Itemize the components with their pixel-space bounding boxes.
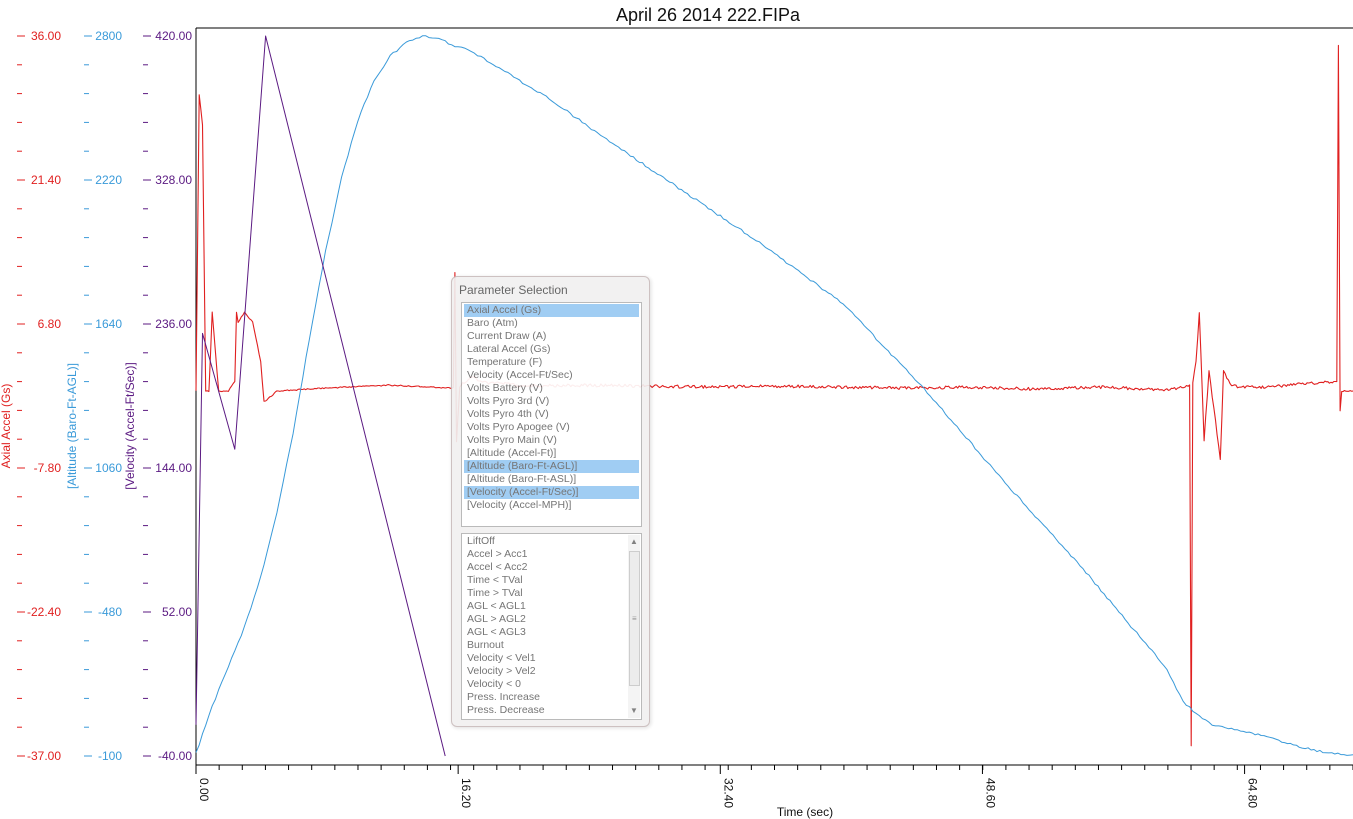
x-axis-label: Time (sec)	[777, 805, 833, 819]
parameter-list-item[interactable]: Current Draw (A)	[467, 330, 547, 342]
parameter-list-item[interactable]: Velocity (Accel-Ft/Sec)	[467, 369, 573, 381]
y-tick-label: -100	[98, 749, 122, 763]
event-list-item[interactable]: AGL < AGL3	[467, 626, 526, 638]
event-list-item[interactable]: Press. Decrease	[467, 704, 545, 716]
event-listbox[interactable]: LiftOff Accel > Acc1 Accel < Acc2 Time < TV…	[461, 533, 642, 720]
parameter-list-item[interactable]: Baro (Atm)	[467, 317, 518, 329]
parameter-list-item[interactable]: Volts Battery (V)	[467, 382, 543, 394]
parameter-listbox[interactable]: Axial Accel (Gs) Baro (Atm) Current Draw (…	[461, 302, 642, 527]
grip-icon: ≡	[632, 614, 637, 623]
y-axis-title: [Velocity (Accel-Ft/Sec)]	[123, 362, 137, 489]
series-line-altitude	[195, 35, 1353, 756]
x-tick-label: 64.80	[1246, 778, 1260, 808]
parameter-list-item[interactable]: [Altitude (Baro-Ft-ASL)]	[467, 473, 577, 485]
event-list-item[interactable]: Accel < Acc2	[467, 561, 528, 573]
y-tick-label: -7.80	[34, 461, 62, 475]
y-axis-title: Axial Accel (Gs)	[0, 384, 13, 469]
event-list-item[interactable]: Velocity > Vel2	[467, 665, 536, 677]
parameter-list-item[interactable]: Volts Pyro Main (V)	[467, 434, 557, 446]
y-tick-label: 328.00	[155, 173, 192, 187]
chart-title: April 26 2014 222.FIPa	[616, 5, 801, 25]
event-list-item[interactable]: AGL > AGL2	[467, 613, 526, 625]
y-tick-label: 6.80	[38, 317, 62, 331]
parameter-list-item[interactable]: [Altitude (Baro-Ft-AGL)]	[464, 460, 639, 473]
parameter-selection-panel[interactable]: Parameter Selection Axial Accel (Gs) Baro…	[451, 276, 650, 727]
event-scrollbar[interactable]: ▲ ≡ ▼	[628, 535, 640, 718]
x-tick-label: 48.60	[983, 778, 997, 808]
parameter-list-item[interactable]: Lateral Accel (Gs)	[467, 343, 551, 355]
y-tick-label: 36.00	[31, 29, 61, 43]
y-tick-label: -22.40	[27, 605, 61, 619]
scroll-up-arrow-icon[interactable]: ▲	[630, 537, 638, 546]
plot-layer	[195, 35, 1353, 757]
series-line-velocity	[195, 35, 446, 757]
parameter-list-item[interactable]: Axial Accel (Gs)	[464, 304, 639, 317]
y-tick-label: 1060	[95, 461, 122, 475]
parameter-list-item[interactable]: [Altitude (Accel-Ft)]	[467, 447, 557, 459]
scroll-thumb[interactable]: ≡	[629, 551, 640, 686]
scroll-down-arrow-icon[interactable]: ▼	[630, 706, 638, 715]
parameter-list-item[interactable]: Volts Pyro 4th (V)	[467, 408, 549, 420]
y-tick-label: -37.00	[27, 749, 61, 763]
y-tick-label: 420.00	[155, 29, 192, 43]
y-tick-label: 2800	[95, 29, 122, 43]
x-tick-label: 16.20	[459, 778, 473, 808]
event-list-item[interactable]: AGL < AGL1	[467, 600, 526, 612]
y-tick-label: 21.40	[31, 173, 61, 187]
x-tick-label: 32.40	[721, 778, 735, 808]
y-tick-label: 236.00	[155, 317, 192, 331]
y-tick-label: -480	[98, 605, 122, 619]
y-tick-label: 52.00	[162, 605, 192, 619]
event-list-item[interactable]: Press. Increase	[467, 691, 540, 703]
x-tick-label: 0.00	[197, 778, 211, 802]
event-list-item[interactable]: Accel > Acc1	[467, 548, 528, 560]
event-list-item[interactable]: LiftOff	[467, 535, 495, 547]
event-list-item[interactable]: Velocity < 0	[467, 678, 521, 690]
parameter-list-item[interactable]: Temperature (F)	[467, 356, 543, 368]
panel-title: Parameter Selection	[459, 283, 568, 297]
y-tick-label: 144.00	[155, 461, 192, 475]
event-list-item[interactable]: Burnout	[467, 639, 504, 651]
y-tick-label: 1640	[95, 317, 122, 331]
parameter-list-item[interactable]: [Velocity (Accel-MPH)]	[467, 499, 572, 511]
y-tick-label: 2220	[95, 173, 122, 187]
axes-layer: 0.00 16.20 32.40 48.60 64.80 Time (sec) 36.00 2…	[0, 27, 1353, 819]
parameter-list-item[interactable]: [Velocity (Accel-Ft/Sec)]	[464, 486, 639, 499]
event-list-item[interactable]: Time > TVal	[467, 587, 523, 599]
parameter-list-item[interactable]: Volts Pyro 3rd (V)	[467, 395, 550, 407]
event-list-item[interactable]: Velocity < Vel1	[467, 652, 536, 664]
event-list-item[interactable]: Time < TVal	[467, 574, 523, 586]
y-axis-title: [Altitude (Baro-Ft-AGL)]	[65, 363, 79, 489]
parameter-list-item[interactable]: Volts Pyro Apogee (V)	[467, 421, 570, 433]
y-tick-label: -40.00	[158, 749, 192, 763]
series-line-axial-accel	[195, 44, 1353, 747]
